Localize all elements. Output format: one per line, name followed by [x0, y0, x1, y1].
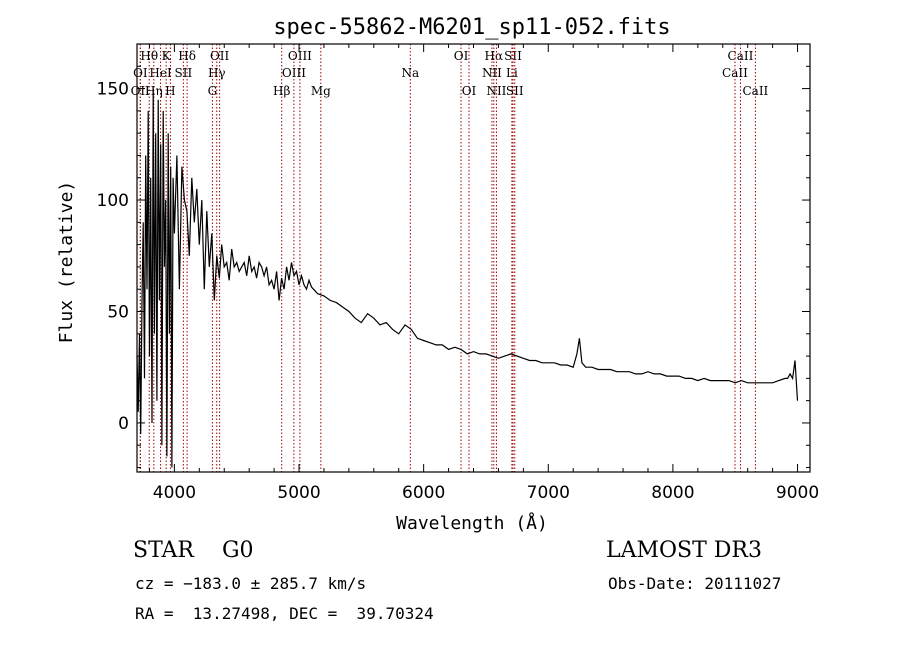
y-tick-label: 100 [97, 191, 129, 211]
emission-line-label: SII [506, 84, 524, 98]
flux-series-line [136, 88, 799, 468]
emission-line-label: SII [504, 49, 522, 63]
emission-line-label: CaII [728, 49, 754, 63]
emission-line-label: Hη [145, 84, 163, 98]
emission-line-label: SII [175, 66, 193, 80]
emission-line-label: OII [210, 49, 230, 63]
x-tick-label: 6000 [402, 483, 445, 503]
x-tick-label: 7000 [527, 483, 570, 503]
emission-line-label: Hθ [140, 49, 158, 63]
emission-line-label: Na [401, 66, 419, 80]
plot-frame [136, 43, 811, 473]
emission-line-label: CaII [722, 66, 748, 80]
emission-line-label: Hγ [208, 66, 226, 80]
object-class: STAR G0 [133, 538, 254, 563]
y-tick-label: 150 [97, 80, 129, 100]
emission-line-label: OI [454, 49, 469, 63]
y-tick-label: 50 [107, 303, 129, 323]
emission-line-label: Hβ [273, 84, 290, 98]
axis-ticks: 4000 5000 6000 7000 8000 9000 0 50 100 150 [97, 44, 819, 503]
emission-line-label: NII [486, 84, 506, 98]
x-tick-label: 5000 [277, 483, 320, 503]
observation-date: Obs-Date: 20111027 [608, 574, 782, 593]
x-axis-label: Wavelength (Å) [396, 512, 548, 534]
y-tick-label: 0 [118, 414, 129, 434]
survey-name: LAMOST DR3 [606, 538, 762, 563]
emission-line-label: NII [482, 66, 502, 80]
emission-line-label: HeI [149, 66, 172, 80]
emission-line-label: Mg [311, 84, 331, 98]
emission-line-label: OIII [288, 49, 312, 63]
emission-line-label: Li [506, 66, 518, 80]
emission-line-label: G [208, 84, 218, 98]
redshift-velocity: cz = −183.0 ± 285.7 km/s [135, 574, 367, 593]
emission-line-label: H [165, 84, 175, 98]
chart-title: spec-55862-M6201_sp11-052.fits [273, 15, 670, 40]
emission-line-label: K [162, 49, 172, 63]
x-tick-label: 9000 [776, 483, 819, 503]
emission-line-label: CaII [742, 84, 768, 98]
emission-line-label: Hα [485, 49, 504, 63]
emission-line-label: Hδ [178, 49, 196, 63]
y-axis-label: Flux (relative) [56, 181, 77, 344]
coordinates: RA = 13.27498, DEC = 39.70324 [135, 604, 434, 623]
emission-line-label: OII [131, 84, 151, 98]
emission-line-label: OIII [282, 66, 306, 80]
x-tick-label: 8000 [651, 483, 694, 503]
emission-line-label: OI [462, 84, 477, 98]
x-tick-label: 4000 [153, 483, 196, 503]
